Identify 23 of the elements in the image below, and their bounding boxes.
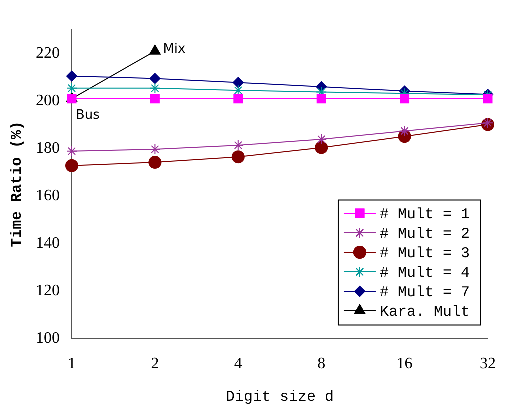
y-tick-label: 160 — [36, 187, 60, 204]
legend-label: Kara. Mult — [380, 304, 470, 322]
y-tick-label: 100 — [36, 330, 60, 348]
y-tick-label: 120 — [36, 282, 60, 300]
x-tick-label: 8 — [318, 356, 326, 373]
legend-label: # Mult = 7 — [380, 284, 470, 302]
y-tick-label: 140 — [36, 234, 60, 252]
y-tick-label: 220 — [36, 44, 60, 62]
x-tick-label: 1 — [68, 356, 76, 373]
y-tick-label: 200 — [36, 92, 60, 110]
annotation: Bus — [76, 108, 100, 123]
legend-label: # Mult = 4 — [380, 265, 470, 282]
x-tick-label: 2 — [151, 356, 160, 373]
x-axis-title: Digit size d — [226, 388, 334, 406]
x-tick-label: 16 — [396, 356, 413, 373]
y-tick-label: 180 — [36, 140, 60, 157]
legend-label: # Mult = 3 — [380, 246, 470, 263]
legend-label: # Mult = 1 — [380, 206, 470, 224]
x-tick-label: 4 — [234, 356, 242, 373]
annotation: Mix — [163, 42, 186, 57]
x-tick-label: 32 — [480, 356, 496, 373]
legend-label: # Mult = 2 — [380, 226, 470, 244]
y-axis-title: Time Ratio (%) — [8, 121, 26, 248]
